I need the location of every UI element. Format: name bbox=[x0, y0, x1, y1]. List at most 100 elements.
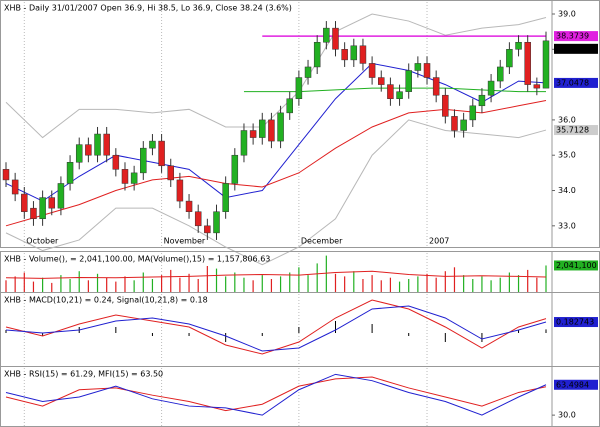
volume-bar bbox=[96, 273, 99, 292]
value-label-box bbox=[554, 77, 598, 88]
y-tick-label: 35.0 bbox=[558, 151, 576, 160]
candle-body bbox=[332, 27, 339, 50]
volume-bar bbox=[490, 280, 492, 292]
volume-bar bbox=[545, 265, 547, 292]
candle-body bbox=[368, 63, 376, 78]
volume-bar bbox=[87, 280, 89, 292]
candle-body bbox=[487, 80, 495, 96]
volume-bar bbox=[188, 273, 190, 292]
indicator-line bbox=[5, 100, 547, 227]
volume-bar bbox=[243, 277, 245, 292]
volume-bar bbox=[536, 277, 538, 292]
candle-body bbox=[21, 193, 28, 212]
value-label: 38.24 bbox=[556, 44, 579, 53]
candle-body bbox=[469, 105, 477, 121]
candle-body bbox=[451, 116, 458, 131]
candle-body bbox=[94, 133, 101, 156]
volume-ma-line bbox=[5, 270, 547, 279]
volume-bar bbox=[279, 276, 282, 292]
candle-body bbox=[204, 225, 211, 234]
x-tick-label: December bbox=[301, 237, 343, 246]
y-tick-label: 33.0 bbox=[558, 221, 576, 230]
volume-bar bbox=[142, 272, 144, 292]
volume-bar bbox=[463, 275, 465, 292]
candle-body bbox=[185, 200, 193, 212]
indicator-line bbox=[5, 13, 547, 139]
panel-title: XHB - MACD(10,21) = 0.24, Signal(10,21,8… bbox=[4, 296, 208, 305]
candle-body bbox=[442, 94, 449, 117]
candle-body bbox=[295, 77, 303, 99]
candle-body bbox=[57, 183, 65, 209]
candle-body bbox=[323, 27, 330, 43]
candle-body bbox=[304, 66, 312, 78]
x-tick-label: October bbox=[26, 237, 59, 246]
volume-bar bbox=[5, 280, 7, 292]
volume-bar bbox=[444, 271, 446, 292]
volume-bar bbox=[508, 272, 510, 292]
volume-bar bbox=[252, 280, 254, 292]
indicator-line bbox=[5, 119, 547, 266]
candle-body bbox=[11, 179, 19, 195]
volume-bar bbox=[408, 279, 410, 292]
volume-bar bbox=[23, 272, 25, 292]
volume-bar bbox=[307, 275, 309, 292]
volume-bar bbox=[517, 275, 520, 292]
volume-bar bbox=[225, 276, 227, 292]
candle-body bbox=[222, 183, 229, 212]
volume-bar bbox=[453, 267, 456, 292]
volume-bar bbox=[206, 266, 208, 292]
value-label-box bbox=[554, 43, 598, 54]
candle-body bbox=[277, 112, 284, 142]
candle-body bbox=[130, 172, 138, 184]
y-tick-label: 34.0 bbox=[558, 186, 576, 195]
value-label: 2,041,100 bbox=[556, 261, 597, 270]
volume-bar bbox=[133, 280, 135, 292]
value-label-box bbox=[554, 260, 598, 271]
candle-body bbox=[259, 119, 266, 138]
value-label-box bbox=[554, 31, 598, 42]
candle-body bbox=[121, 169, 129, 184]
candle-body bbox=[39, 197, 46, 220]
volume-bar bbox=[472, 279, 474, 292]
value-label: 35.7128 bbox=[556, 126, 589, 135]
volume-bar bbox=[344, 276, 346, 292]
indicator-line bbox=[243, 87, 546, 93]
candle-body bbox=[103, 133, 110, 156]
candle-body bbox=[313, 41, 321, 68]
candle-body bbox=[423, 63, 431, 78]
volume-bar bbox=[51, 282, 53, 292]
candle-body bbox=[378, 77, 385, 85]
volume-bar bbox=[124, 276, 126, 292]
candle-body bbox=[405, 70, 412, 92]
value-label: 37.0478 bbox=[556, 78, 589, 87]
candle-body bbox=[341, 49, 348, 61]
candle-body bbox=[75, 144, 83, 163]
x-tick-label: 2007 bbox=[429, 237, 449, 246]
indicator-line bbox=[5, 305, 547, 352]
candle-body bbox=[268, 119, 275, 142]
candle-body bbox=[533, 84, 541, 89]
volume-bar bbox=[179, 277, 181, 292]
panel-title: XHB - Volume(), = 2,041,100.00, MA(Volum… bbox=[4, 255, 270, 264]
volume-bar bbox=[353, 271, 355, 292]
candle-body bbox=[524, 41, 531, 85]
indicator-line bbox=[5, 62, 547, 202]
volume-bar bbox=[362, 279, 364, 292]
volume-bar bbox=[261, 275, 263, 292]
volume-bar bbox=[42, 277, 44, 292]
candle-body bbox=[515, 41, 522, 50]
volume-bar bbox=[316, 263, 318, 292]
candle-body bbox=[249, 130, 257, 138]
value-label-box bbox=[554, 317, 598, 328]
candle-body bbox=[506, 49, 513, 68]
volume-bar bbox=[170, 269, 172, 292]
volume-bar bbox=[115, 281, 117, 292]
candle-body bbox=[359, 45, 367, 64]
candle-body bbox=[396, 91, 403, 99]
value-label: 63.4984 bbox=[556, 380, 589, 389]
candle-body bbox=[66, 162, 74, 184]
volume-bar bbox=[270, 279, 273, 292]
volume-bar bbox=[160, 275, 163, 292]
candle-body bbox=[48, 197, 56, 209]
